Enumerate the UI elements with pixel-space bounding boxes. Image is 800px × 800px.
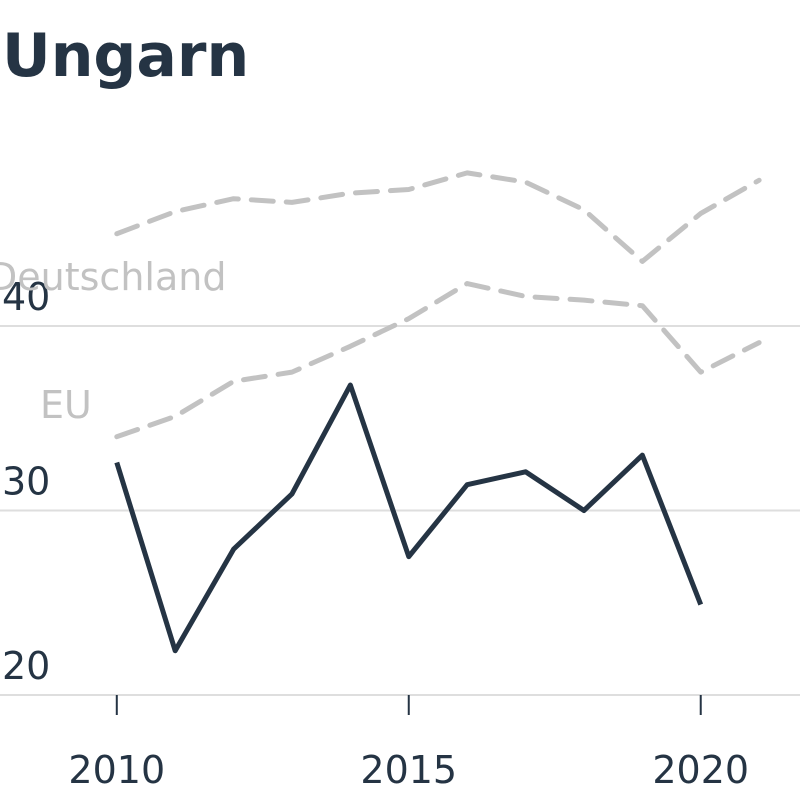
y-tick-label: 30 [2, 460, 50, 504]
series-line [114, 382, 704, 654]
y-tick-label: 20 [2, 644, 50, 688]
x-tick-label: 2015 [360, 748, 457, 792]
series-label: Deutschland [0, 255, 226, 299]
chart-title: Ungarn [2, 21, 249, 91]
x-tick-label: 2010 [68, 748, 165, 792]
series-label: EU [40, 383, 92, 427]
series-line [114, 281, 762, 440]
x-tick-label: 2020 [652, 748, 749, 792]
series-line [114, 170, 762, 264]
y-tick-label: 40 [2, 275, 50, 319]
